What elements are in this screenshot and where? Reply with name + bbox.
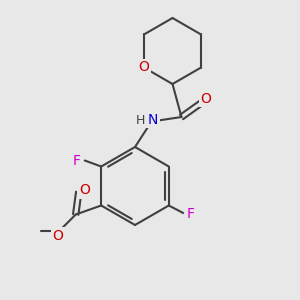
Text: H: H bbox=[136, 113, 145, 127]
Text: F: F bbox=[186, 208, 194, 221]
Text: F: F bbox=[73, 154, 81, 167]
Text: O: O bbox=[79, 184, 90, 197]
Text: O: O bbox=[52, 229, 63, 242]
Text: N: N bbox=[148, 113, 158, 127]
Text: O: O bbox=[201, 92, 212, 106]
Text: O: O bbox=[139, 61, 149, 74]
